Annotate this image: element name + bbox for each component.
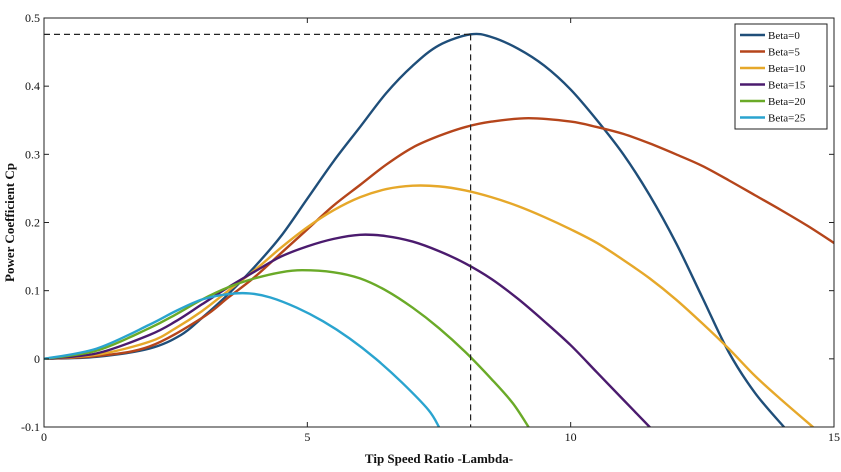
y-tick-label: 0.2: [25, 216, 40, 230]
y-tick-label: 0.1: [25, 284, 40, 298]
series-group: [44, 32, 834, 427]
legend-box: [734, 23, 828, 130]
legend-label-4: Beta=20: [768, 96, 806, 108]
y-tick-label: 0.5: [25, 11, 40, 25]
legend-label-1: Beta=5: [768, 47, 800, 59]
x-axis-title: Tip Speed Ratio -Lambda-: [365, 451, 513, 466]
series-line-4: [44, 269, 530, 427]
series-line-2: [44, 184, 815, 427]
legend-label-5: Beta=25: [768, 113, 806, 125]
y-tick-label: 0: [34, 352, 40, 366]
axes: 0 5 10 15-0.100.10.20.30.40.5: [21, 11, 840, 444]
series-line-0: [44, 32, 786, 427]
series-line-3: [44, 233, 651, 427]
x-tick-label: 0: [41, 430, 47, 444]
legend-label-0: Beta=0: [768, 30, 800, 42]
legend-label-3: Beta=15: [768, 80, 806, 92]
plot-area: [44, 32, 834, 427]
series-line-5: [44, 291, 441, 427]
x-tick-label: 5: [304, 430, 310, 444]
y-axis-title: Power Coefficient Cp: [2, 163, 17, 282]
x-tick-label: 15: [828, 430, 840, 444]
x-tick-label: 10: [565, 430, 577, 444]
y-tick-label: 0.4: [25, 79, 40, 93]
series-line-1: [44, 117, 834, 361]
legend: Beta=0 Beta=5 Beta=10 Beta=15 Beta=20 Beta=25: [734, 23, 828, 130]
legend-label-2: Beta=10: [768, 63, 806, 75]
y-tick-label: -0.1: [21, 420, 40, 434]
plot-frame: [43, 17, 835, 428]
y-tick-label: 0.3: [25, 147, 40, 161]
